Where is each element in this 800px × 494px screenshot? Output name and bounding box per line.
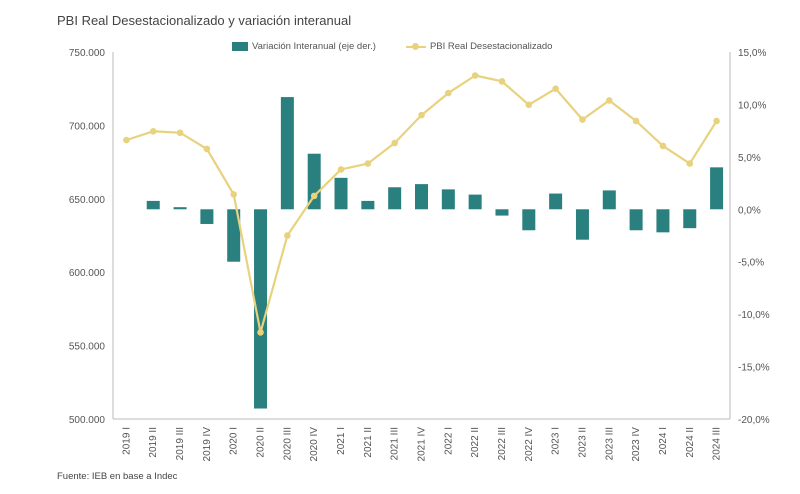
line-point [659,142,667,150]
x-tick-label: 2023 IV [631,427,642,462]
bar [468,194,482,210]
line-point [257,329,264,336]
line-point [445,89,452,97]
x-tick-label: 2024 I [658,427,669,455]
x-tick-label: 2022 IV [524,427,535,462]
x-tick-label: 2022 III [497,427,508,460]
chart-title: PBI Real Desestacionalizado y variación … [57,13,352,28]
line-point [149,127,157,135]
y-left-tick-label: 500.000 [69,415,106,426]
legend-swatch-line [405,42,426,51]
bar [227,209,241,262]
line-point [203,145,211,153]
line-point [525,101,533,109]
legend-label-bars: Variación Interanual (eje der.) [252,41,376,52]
y-left-tick-label: 650.000 [69,195,106,206]
line-point [579,116,586,123]
bar [629,209,643,231]
line-point [284,232,291,239]
y-left-tick-label: 550.000 [69,342,106,353]
bar [388,187,402,210]
legend-label-line: PBI Real Desestacionalizado [429,41,553,52]
x-tick-label: 2022 II [470,427,481,458]
y-right-tick-label: -15,0% [738,363,770,374]
y-left-tick-label: 700.000 [69,121,106,132]
line-point [605,97,613,104]
x-tick-label: 2019 IV [202,427,213,462]
x-tick-label: 2021 I [336,427,347,455]
x-tick-label: 2023 III [604,427,615,460]
line-point [123,136,130,144]
x-tick-label: 2023 II [577,427,588,458]
line-point [471,72,479,79]
x-tick-label: 2020 III [282,427,293,460]
bar [683,209,697,229]
y-right-tick-label: 10,0% [738,100,766,111]
x-tick-label: 2021 II [363,427,374,458]
x-tick-label: 2020 II [256,427,267,458]
x-tick-label: 2021 IV [417,427,428,462]
line-point [686,160,694,167]
x-tick-label: 2019 III [175,427,186,460]
bar [146,200,160,210]
x-tick-label: 2024 III [712,427,723,460]
x-tick-label: 2019 II [148,427,159,458]
line-point [337,166,345,173]
line-point [713,117,720,125]
line-point [632,117,640,125]
line-point [176,129,184,137]
x-tick-label: 2022 I [443,427,454,455]
x-tick-label: 2020 IV [309,427,320,462]
line-point [230,191,238,198]
bar [575,209,589,240]
y-right-tick-label: -10,0% [738,310,770,321]
x-tick-label: 2023 I [551,427,562,455]
y-right-tick-label: 0,0% [738,205,761,216]
y-left-tick-label: 600.000 [69,268,106,279]
line-point [364,160,372,167]
x-tick-label: 2020 I [229,427,240,455]
bar [173,207,187,210]
legend-swatch-bars [232,42,248,51]
legend-item-line: PBI Real Desestacionalizado [405,41,553,52]
bar [522,209,536,231]
line-point [498,78,506,85]
y-right-tick-label: 5,0% [738,153,761,164]
bar [280,97,294,210]
x-tick-label: 2024 II [685,427,696,458]
x-tick-label: 2019 I [121,427,132,455]
y-right-tick-label: 15,0% [738,48,766,59]
bar [602,190,616,210]
source-note: Fuente: IEB en base a Indec [57,471,178,482]
bar [710,167,724,210]
line-point [552,85,559,92]
bar [656,209,670,233]
line-point [391,139,398,147]
bar [361,200,375,210]
bar [334,177,348,210]
bar [200,209,214,224]
bar [254,209,268,409]
bar [441,189,455,210]
y-right-tick-label: -20,0% [738,415,770,426]
x-tick-label: 2021 III [390,427,401,460]
legend-item-bars: Variación Interanual (eje der.) [232,41,376,52]
legend: Variación Interanual (eje der.) PBI Real… [232,41,582,52]
y-left-tick-label: 750.000 [69,48,106,59]
line-point [418,111,425,119]
bar [415,184,428,210]
bar [549,193,563,210]
bar [495,209,509,216]
y-right-tick-label: -5,0% [738,258,764,269]
line-point [310,192,318,200]
